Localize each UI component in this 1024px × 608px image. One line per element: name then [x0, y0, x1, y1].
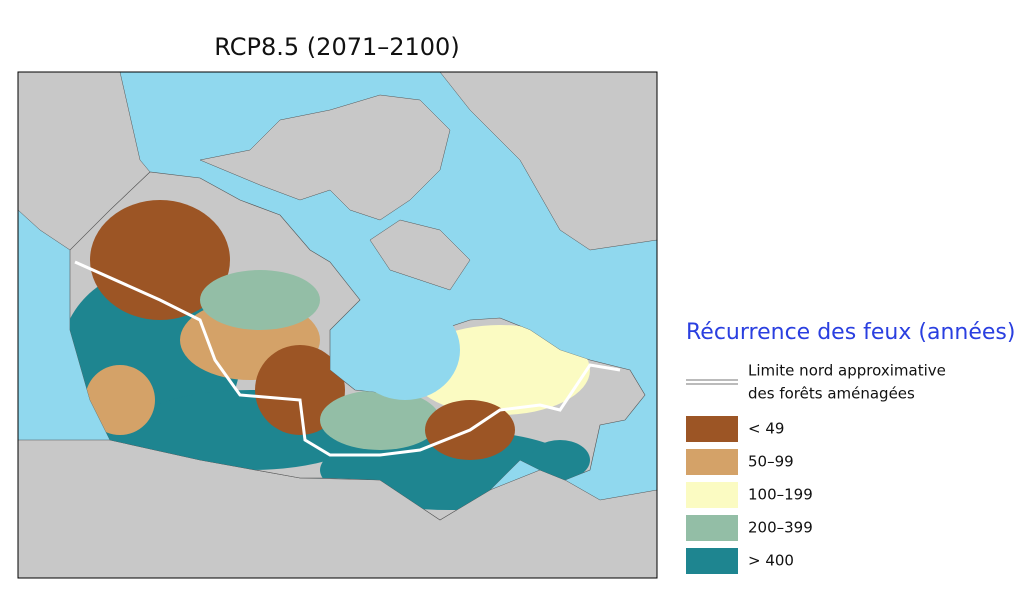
map [18, 72, 657, 578]
fire-regions [70, 200, 590, 510]
legend-label: > 400 [748, 552, 794, 570]
legend-label: 100–199 [748, 486, 813, 504]
legend-swatch [686, 515, 738, 541]
map-frame [17, 71, 658, 579]
region [200, 270, 320, 330]
forest-limit [74, 260, 621, 457]
legend-label: 50–99 [748, 453, 794, 471]
legend-swatch [686, 416, 738, 442]
region [90, 200, 230, 320]
boundary-label: des forêts aménagées [748, 385, 915, 403]
region [530, 440, 590, 480]
boundary-label: Limite nord approximative [748, 362, 946, 380]
region [85, 365, 155, 435]
hudson-bay [350, 300, 460, 400]
legend-label: < 49 [748, 420, 784, 438]
greenland [439, 72, 657, 251]
region [320, 390, 440, 450]
legend: Récurrence des feux (années) Limite nord… [686, 320, 1015, 574]
legend-swatch [686, 482, 738, 508]
legend-title: Récurrence des feux (années) [686, 320, 1015, 345]
arctic-islands [199, 94, 451, 221]
legend-swatch [686, 449, 738, 475]
legend-label: 200–399 [748, 519, 813, 537]
map-title: RCP8.5 (2071–2100) [214, 33, 459, 61]
baffin-island [369, 219, 471, 291]
legend-swatch [686, 548, 738, 574]
